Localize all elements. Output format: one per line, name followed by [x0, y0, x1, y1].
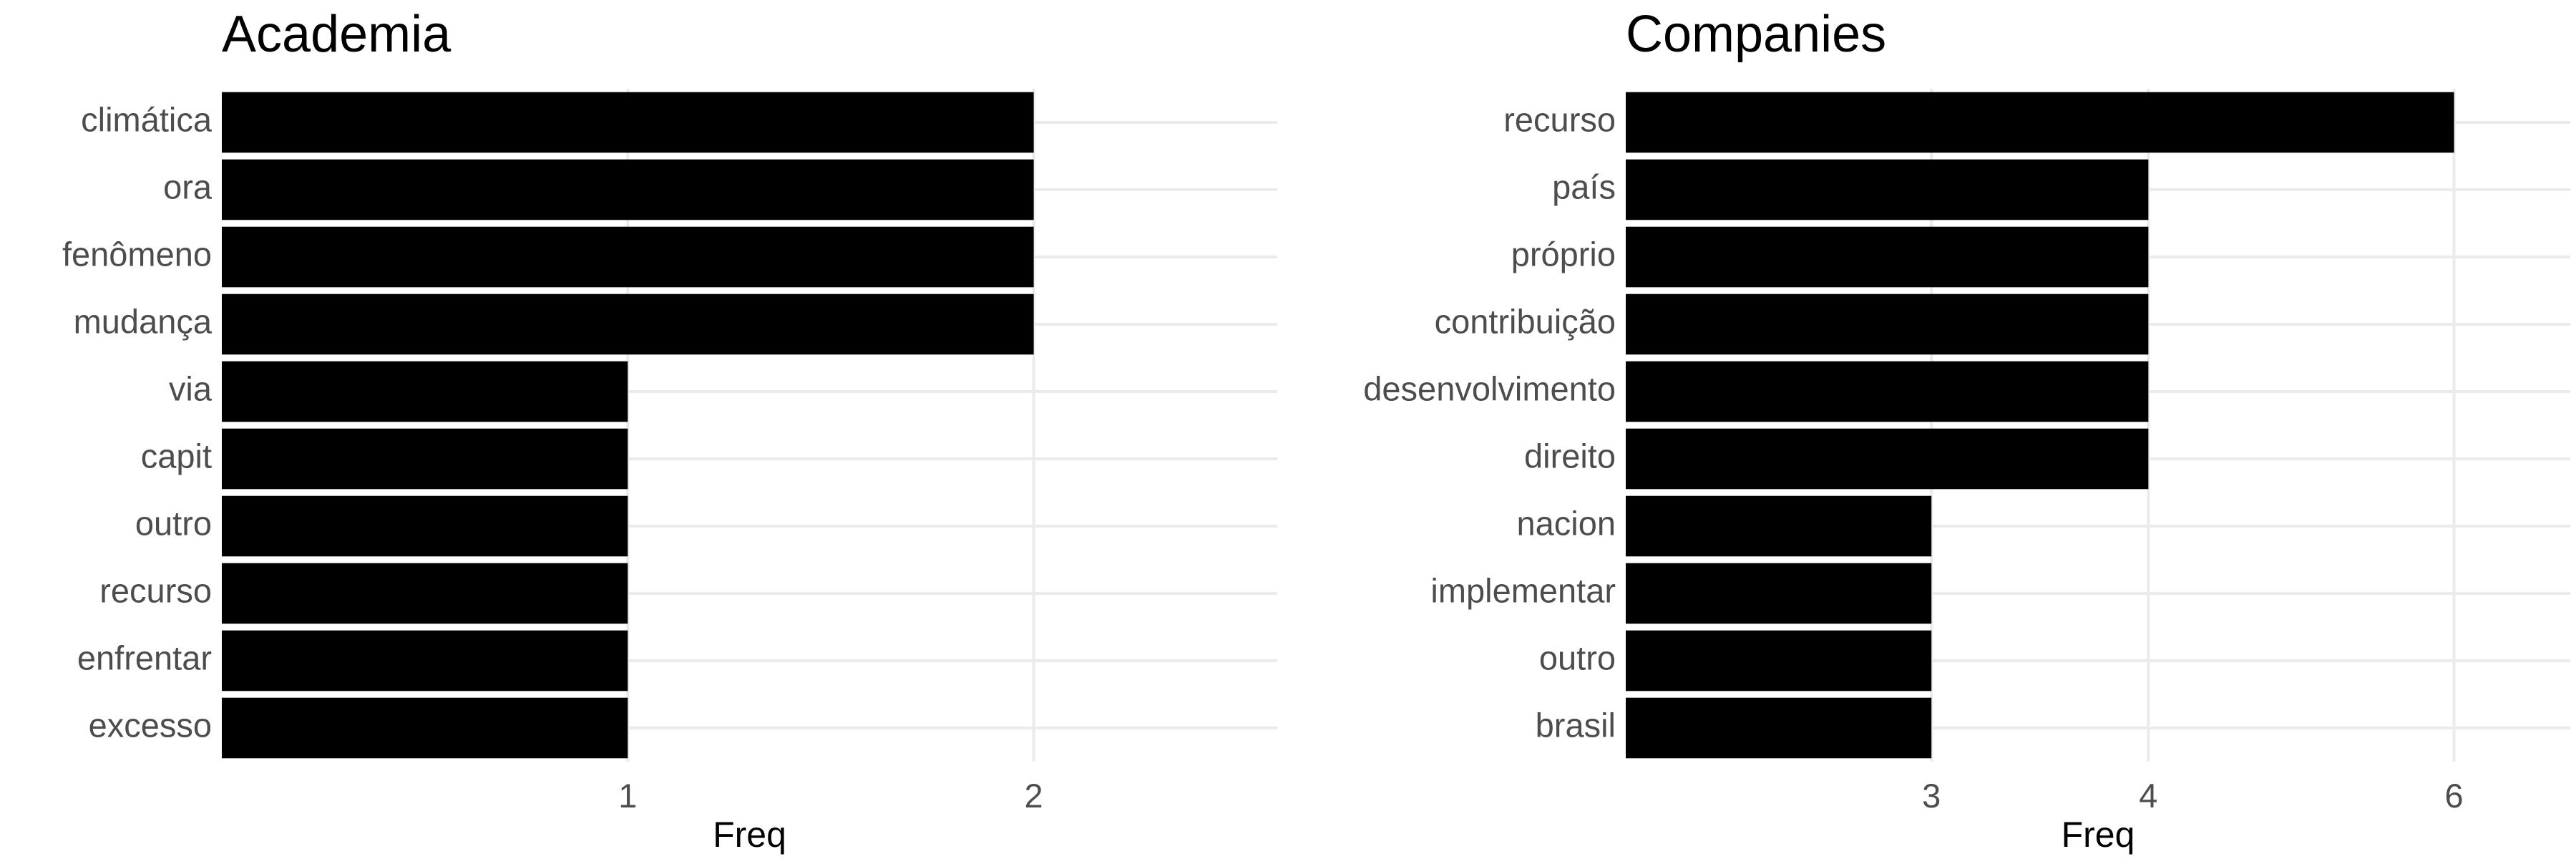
category-label-1: país [1552, 168, 1616, 205]
x-axis-label: Freq [2062, 815, 2135, 855]
bar-2 [222, 226, 1034, 288]
bar-3 [1626, 293, 2149, 355]
category-label-7: recurso [99, 571, 212, 609]
bar-9 [222, 697, 628, 759]
bar-1 [1626, 159, 2149, 220]
x-tick-label-0: 1 [618, 777, 637, 815]
category-label-9: excesso [89, 706, 212, 744]
bar-5 [1626, 428, 2149, 490]
bar-7 [1626, 563, 1932, 624]
category-label-4: via [169, 369, 213, 407]
chart-title: Academia [222, 6, 452, 63]
x-axis-label: Freq [713, 815, 786, 855]
category-label-0: recurso [1503, 100, 1616, 138]
bar-5 [222, 428, 628, 490]
bar-3 [222, 293, 1034, 355]
bar-7 [222, 563, 628, 624]
category-label-3: contribuição [1435, 302, 1616, 340]
bar-0 [1626, 92, 2454, 153]
bar-6 [1626, 495, 1932, 557]
category-label-7: implementar [1430, 571, 1616, 609]
category-label-4: desenvolvimento [1363, 369, 1616, 407]
bar-6 [222, 495, 628, 557]
category-label-0: climática [81, 100, 213, 138]
x-tick-label-1: 4 [2139, 777, 2157, 815]
bar-1 [222, 159, 1034, 220]
bar-8 [1626, 630, 1932, 691]
bar-0 [222, 92, 1034, 153]
bar-9 [1626, 697, 1932, 759]
category-label-5: direito [1524, 437, 1616, 475]
bar-8 [222, 630, 628, 691]
category-label-8: outro [1539, 639, 1616, 676]
panel-academia: climática ora fenômeno mudança via capit outro… [62, 6, 1277, 855]
category-label-9: brasil [1536, 706, 1616, 744]
bar-4 [1626, 361, 2149, 422]
category-label-3: mudança [74, 302, 213, 340]
category-label-6: nacion [1517, 504, 1616, 542]
panel-companies: recurso país próprio contribuição desenvolvi… [1363, 6, 2570, 855]
bar-4 [222, 361, 628, 422]
category-label-5: capit [141, 437, 212, 475]
x-tick-label-2: 6 [2445, 777, 2464, 815]
category-label-8: enfrentar [77, 639, 212, 676]
category-label-1: ora [163, 168, 213, 205]
category-label-2: próprio [1511, 235, 1616, 273]
bar-2 [1626, 226, 2149, 288]
x-tick-label-0: 3 [1922, 777, 1941, 815]
category-label-2: fenômeno [62, 235, 212, 273]
category-label-6: outro [135, 504, 212, 542]
x-tick-label-1: 2 [1025, 777, 1043, 815]
chart-title: Companies [1626, 6, 1886, 63]
